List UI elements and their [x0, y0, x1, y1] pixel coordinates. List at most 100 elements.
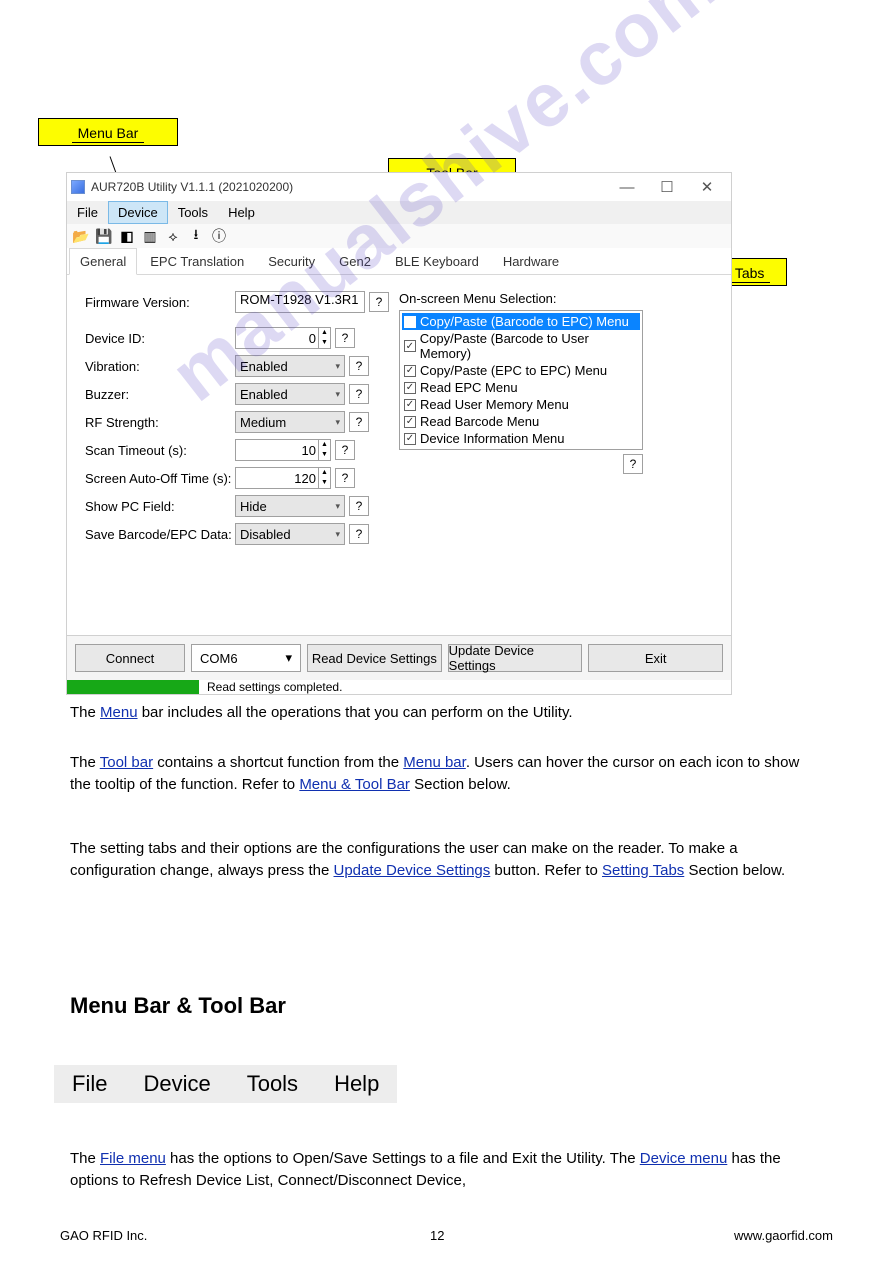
link-device-menu[interactable]: Device menu [640, 1150, 728, 1167]
field-label: Screen Auto-Off Time (s): [85, 471, 235, 486]
list-item[interactable]: ✓ Copy/Paste (Barcode to EPC) Menu [402, 313, 640, 330]
device-icon[interactable]: ◧ [117, 226, 137, 246]
info-icon[interactable]: ⓘ [209, 226, 229, 246]
field-row: Save Barcode/EPC Data:Disabled▾? [85, 523, 713, 545]
combo-input[interactable]: Medium▾ [235, 411, 345, 433]
help-button[interactable]: ? [349, 524, 369, 544]
number-input[interactable]: 0▲▼ [235, 327, 331, 349]
list-item-label: Read Barcode Menu [420, 414, 539, 429]
tab-general[interactable]: General [69, 248, 137, 275]
field-label: RF Strength: [85, 415, 235, 430]
checkbox-icon: ✓ [404, 365, 416, 377]
list-item-label: Device Information Menu [420, 431, 565, 446]
read-settings-button[interactable]: Read Device Settings [307, 644, 442, 672]
tab-ble-keyboard[interactable]: BLE Keyboard [384, 248, 490, 274]
list-item-label: Copy/Paste (Barcode to EPC) Menu [420, 314, 629, 329]
app-window: AUR720B Utility V1.1.1 (2021020200) — ☐ … [66, 172, 732, 695]
update-settings-button[interactable]: Update Device Settings [448, 644, 583, 672]
field-label: Buzzer: [85, 387, 235, 402]
wireless-icon[interactable]: ⟡ [163, 226, 183, 246]
maximize-button[interactable]: ☐ [647, 176, 687, 198]
combo-input[interactable]: Enabled▾ [235, 355, 345, 377]
tab-security[interactable]: Security [257, 248, 326, 274]
tab-hardware[interactable]: Hardware [492, 248, 570, 274]
checkbox-icon: ✓ [404, 316, 416, 328]
number-input[interactable]: 120▲▼ [235, 467, 331, 489]
footer-web: www.gaorfid.com [734, 1228, 833, 1243]
list-item[interactable]: ✓ Read User Memory Menu [402, 396, 640, 413]
help-button[interactable]: ? [349, 412, 369, 432]
tab-bar: General EPC Translation Security Gen2 BL… [67, 248, 731, 275]
menu-help[interactable]: Help [218, 201, 265, 224]
exit-button[interactable]: Exit [588, 644, 723, 672]
close-button[interactable]: ✕ [687, 176, 727, 198]
list-item-label: Copy/Paste (EPC to EPC) Menu [420, 363, 607, 378]
menu-closeup-help: Help [316, 1065, 397, 1103]
list-item[interactable]: ✓ Copy/Paste (EPC to EPC) Menu [402, 362, 640, 379]
combo-input[interactable]: Enabled▾ [235, 383, 345, 405]
minimize-button[interactable]: — [607, 176, 647, 198]
onscreen-label: On-screen Menu Selection: [399, 291, 643, 306]
list-item[interactable]: ✓ Read EPC Menu [402, 379, 640, 396]
barcode-icon[interactable]: ▥ [140, 226, 160, 246]
list-item[interactable]: ✓Copy/Paste (Barcode to User Memory) [402, 330, 640, 362]
menu-closeup: File Device Tools Help [54, 1065, 397, 1103]
help-button[interactable]: ? [349, 496, 369, 516]
link-setting-tabs[interactable]: Setting Tabs [602, 862, 684, 879]
app-body: Firmware Version: ROM-T1928 V1.3R1 ? Dev… [67, 275, 731, 635]
tab-epc-translation[interactable]: EPC Translation [139, 248, 255, 274]
help-button[interactable]: ? [335, 468, 355, 488]
help-button[interactable]: ? [349, 384, 369, 404]
port-combo[interactable]: COM6▾ [191, 644, 301, 672]
bottom-bar: Connect COM6▾ Read Device Settings Updat… [67, 635, 731, 680]
menu-device[interactable]: Device [108, 201, 168, 224]
status-text: Read settings completed. [207, 680, 342, 694]
help-button[interactable]: ? [335, 440, 355, 460]
menu-closeup-tools: Tools [229, 1065, 316, 1103]
checkbox-icon: ✓ [404, 416, 416, 428]
help-button[interactable]: ? [335, 328, 355, 348]
footer-page: 12 [430, 1228, 444, 1243]
tab-gen2[interactable]: Gen2 [328, 248, 382, 274]
help-button[interactable]: ? [349, 356, 369, 376]
menu-closeup-file: File [54, 1065, 125, 1103]
link-tool-bar[interactable]: Tool bar [100, 754, 153, 771]
list-item-label: Read EPC Menu [420, 380, 518, 395]
link-update-settings[interactable]: Update Device Settings [334, 862, 491, 879]
app-icon [71, 180, 85, 194]
checkbox-icon: ✓ [404, 399, 416, 411]
download-icon[interactable]: ⭳ [186, 226, 206, 246]
menu-tools[interactable]: Tools [168, 201, 218, 224]
list-item[interactable]: ✓Device Information Menu [402, 430, 640, 447]
help-button[interactable]: ? [623, 454, 643, 474]
connect-button[interactable]: Connect [75, 644, 185, 672]
link-menu[interactable]: Menu [100, 704, 138, 721]
combo-input[interactable]: Disabled▾ [235, 523, 345, 545]
window-title: AUR720B Utility V1.1.1 (2021020200) [91, 180, 607, 194]
checkbox-icon: ✓ [404, 382, 416, 394]
onscreen-listbox[interactable]: ✓Copy/Paste (Barcode to EPC) Menu✓Copy/P… [399, 310, 643, 450]
port-combo-value: COM6 [200, 651, 238, 666]
link-menu-tool-bar[interactable]: Menu & Tool Bar [299, 776, 410, 793]
field-label: Show PC Field: [85, 499, 235, 514]
combo-input[interactable]: Hide▾ [235, 495, 345, 517]
field-row: Show PC Field:Hide▾? [85, 495, 713, 517]
field-label: Save Barcode/EPC Data: [85, 527, 235, 542]
list-item[interactable]: ✓ Read Barcode Menu [402, 413, 640, 430]
menu-file[interactable]: File [67, 201, 108, 224]
body-paragraph-3: The setting tabs and their options are t… [70, 838, 800, 882]
body-paragraph-4: The File menu has the options to Open/Sa… [70, 1148, 800, 1192]
help-button[interactable]: ? [369, 292, 389, 312]
link-menu-bar[interactable]: Menu bar [403, 754, 466, 771]
field-label: Device ID: [85, 331, 235, 346]
link-file-menu[interactable]: File menu [100, 1150, 166, 1167]
save-icon[interactable]: 💾 [94, 226, 114, 246]
section-title: Menu Bar & Tool Bar [70, 990, 800, 1022]
footer-left: GAO RFID Inc. [60, 1228, 147, 1243]
list-item-label: Read User Memory Menu [420, 397, 569, 412]
number-input[interactable]: 10▲▼ [235, 439, 331, 461]
body-paragraph-2: The Tool bar contains a shortcut functio… [70, 752, 800, 796]
open-icon[interactable]: 📂 [71, 226, 91, 246]
field-label: Scan Timeout (s): [85, 443, 235, 458]
status-bar: Read settings completed. [67, 680, 731, 694]
